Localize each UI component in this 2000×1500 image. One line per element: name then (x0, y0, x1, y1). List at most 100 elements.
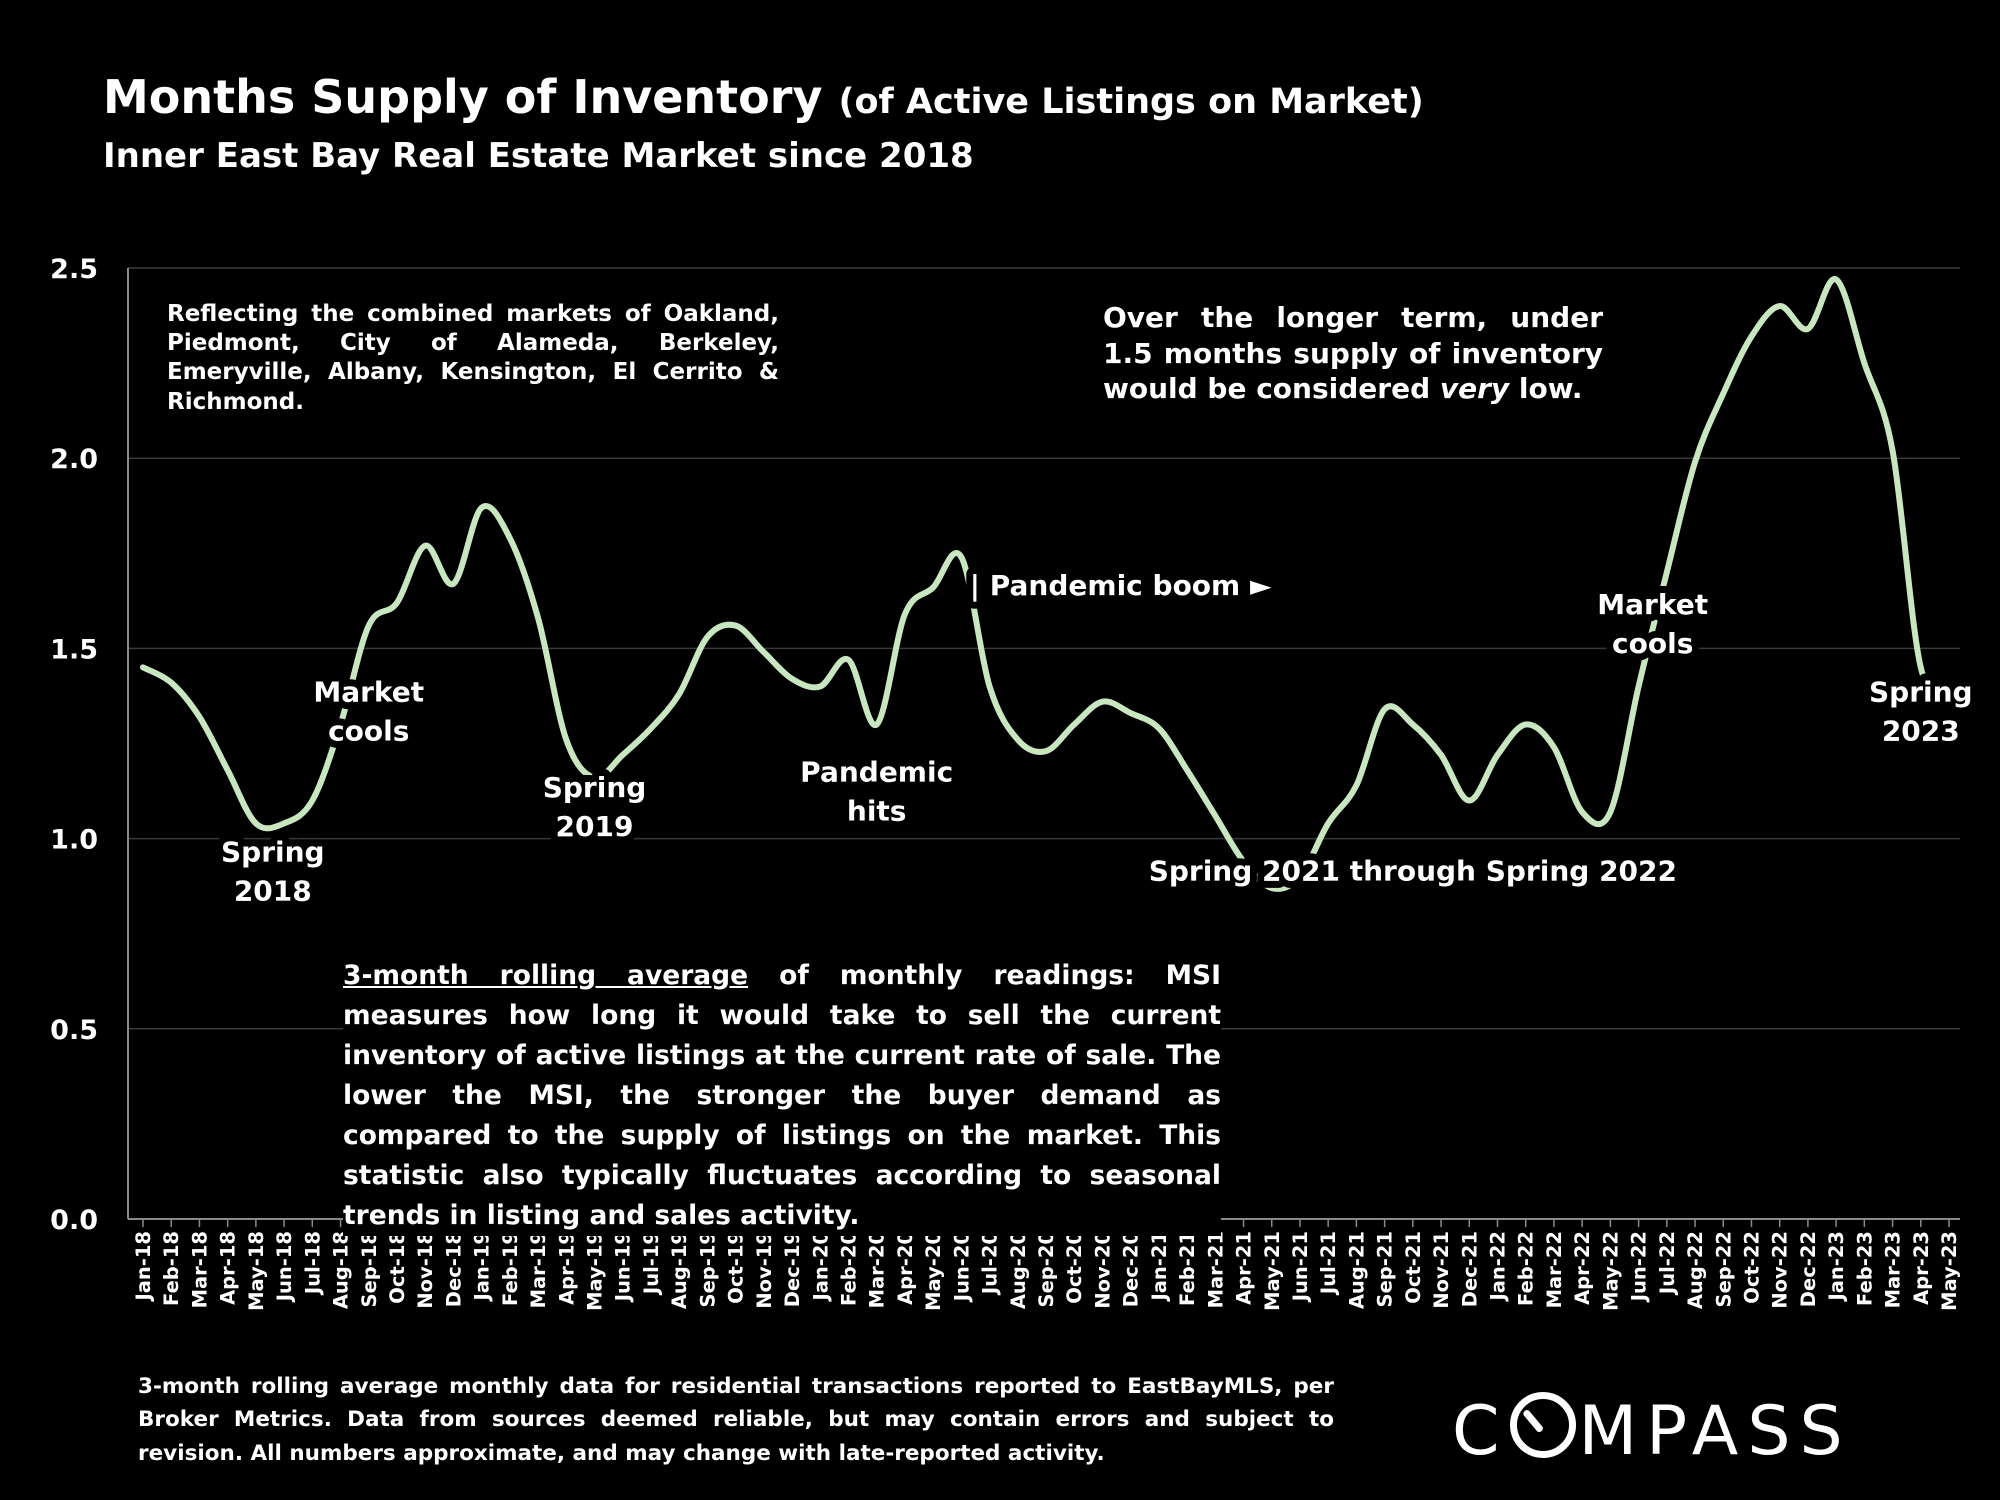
x-tick-label: Oct-21 (1402, 1231, 1425, 1304)
x-tick-label: May-23 (1938, 1231, 1961, 1311)
x-tick-label: Sep-21 (1374, 1231, 1397, 1307)
chart-title: Months Supply of Inventory (of Active Li… (103, 70, 1424, 124)
x-tick-label: Dec-18 (442, 1231, 465, 1307)
annotation-line: 2023 (1882, 715, 1960, 748)
x-tick-label: Dec-19 (781, 1231, 804, 1307)
x-tick-label: Jan-20 (809, 1231, 832, 1303)
x-tick-label: Jun-21 (1289, 1231, 1312, 1303)
x-tick-label: Apr-19 (555, 1231, 578, 1305)
annotation-line: 2019 (556, 810, 634, 843)
x-tick-label: Nov-19 (753, 1231, 776, 1309)
x-tick-label: Nov-18 (414, 1231, 437, 1309)
x-tick-label: Feb-22 (1515, 1231, 1538, 1306)
annotation-line: Spring (1869, 676, 1973, 709)
x-tick-label: Jun-18 (273, 1231, 296, 1303)
x-tick-label: May-18 (245, 1231, 268, 1311)
logo-text-end: MPASS (1578, 1392, 1852, 1471)
annotation-line: Market (1597, 588, 1708, 621)
y-tick-label: 1.0 (50, 825, 98, 856)
x-tick-label: Jul-19 (640, 1231, 663, 1296)
x-tick-label: Oct-20 (1063, 1231, 1086, 1304)
msi-series-line (140, 276, 1952, 892)
x-tick-label: Jun-20 (950, 1231, 973, 1303)
x-tick-label: Jan-23 (1825, 1231, 1848, 1303)
x-tick-label: Apr-20 (894, 1231, 917, 1305)
annotation-line: Spring 2021 through Spring 2022 (1149, 854, 1677, 887)
x-tick-label: May-22 (1599, 1231, 1622, 1311)
annotation-line: Spring (543, 771, 647, 804)
x-tick-label: Sep-18 (358, 1231, 381, 1307)
x-tick-label: Feb-21 (1176, 1231, 1199, 1306)
y-tick-label: 2.0 (50, 444, 98, 475)
x-tick-label: May-21 (1261, 1231, 1284, 1311)
y-tick-label: 0.0 (50, 1205, 98, 1236)
rolling-average-text: of monthly readings: MSI measures how lo… (343, 960, 1221, 1231)
annotation-line: cools (328, 715, 409, 748)
x-tick-label: Jul-21 (1317, 1231, 1340, 1296)
compass-logo: C MPASS (1452, 1392, 1852, 1471)
x-tick-label: Apr-22 (1571, 1231, 1594, 1305)
x-tick-label: Jul-18 (301, 1231, 324, 1296)
x-tick-label: Sep-22 (1712, 1231, 1735, 1307)
x-tick-label: Mar-18 (188, 1231, 211, 1308)
x-tick-label: Sep-20 (1035, 1231, 1058, 1307)
x-tick-label: Dec-21 (1458, 1231, 1481, 1307)
x-tick-label: Apr-18 (217, 1231, 240, 1305)
annotation-line: | Pandemic boom ► (970, 569, 1272, 602)
x-tick-label: Dec-20 (1120, 1231, 1143, 1307)
logo-text-start: C (1452, 1392, 1509, 1471)
x-tick-labels: Jan-18 Feb-18 Mar-18 Apr-18 May-18 Jun-18 Jul-… (132, 1231, 1961, 1311)
x-tick-label: Mar-22 (1543, 1231, 1566, 1308)
source-footnote: 3-month rolling average monthly data for… (138, 1374, 1334, 1466)
x-tick-label: Dec-22 (1797, 1231, 1820, 1307)
chart-title-suffix: (of Active Listings on Market) (838, 82, 1424, 122)
annotation-label: Spring 2019 (543, 771, 647, 843)
x-tick-label: Jan-21 (1148, 1231, 1171, 1303)
x-tick-label: Nov-22 (1769, 1231, 1792, 1309)
x-tick-label: Aug-19 (668, 1231, 691, 1309)
x-tick-label: Feb-19 (499, 1231, 522, 1306)
x-tick-label: Sep-19 (696, 1231, 719, 1307)
annotation-label: Spring 2023 (1869, 676, 1973, 748)
x-tick-label: Oct-19 (725, 1231, 748, 1304)
annotation-label: Market cools (1597, 588, 1708, 660)
x-tick-label: Jun-22 (1628, 1231, 1651, 1303)
annotation-line: Spring (221, 835, 325, 868)
longterm-note-emphasis: very (1439, 372, 1510, 406)
x-tick-label: Jan-22 (1487, 1231, 1510, 1303)
x-tick-label: Feb-18 (160, 1231, 183, 1306)
y-tick-label: 1.5 (50, 634, 98, 665)
annotation-line: cools (1612, 627, 1693, 660)
annotation-label: Spring 2021 through Spring 2022 (1149, 854, 1677, 887)
x-tick-label: Feb-23 (1853, 1231, 1876, 1306)
rolling-average-note: 3-month rolling average of monthly readi… (343, 956, 1221, 1236)
longterm-note: Over the longer term, under 1.5 months s… (1103, 300, 1603, 407)
x-tick-label: Jan-19 (471, 1231, 494, 1303)
rolling-average-term: 3-month rolling average (343, 960, 749, 991)
x-tick-label: Apr-21 (1233, 1231, 1256, 1305)
annotation-label: Pandemic hits (800, 756, 953, 828)
x-tick-label: May-19 (584, 1231, 607, 1311)
x-tick-label: Mar-20 (866, 1231, 889, 1308)
annotation-line: Pandemic (800, 756, 953, 789)
series (140, 276, 1952, 892)
x-tick-label: Apr-23 (1910, 1231, 1933, 1305)
x-tick-label: Aug-21 (1345, 1231, 1368, 1309)
x-tick-label: Mar-19 (527, 1231, 550, 1308)
y-tick-labels: 0.0 0.5 1.0 1.5 2.0 2.5 (50, 254, 98, 1236)
x-tick-label: Mar-23 (1882, 1231, 1905, 1308)
x-tick-label: Aug-22 (1684, 1231, 1707, 1309)
x-tick-label: Jun-19 (612, 1231, 635, 1303)
annotation-line: hits (847, 795, 907, 828)
annotation-label: Spring 2018 (221, 835, 325, 907)
x-tick-label: Jul-20 (979, 1231, 1002, 1296)
longterm-note-text: Over the longer term, under 1.5 months s… (1103, 301, 1603, 406)
x-tick-label: Jan-18 (132, 1231, 155, 1303)
x-tick-label: Nov-20 (1091, 1231, 1114, 1309)
x-tick-label: Aug-20 (1007, 1231, 1030, 1309)
annotation-label: | Pandemic boom ► (970, 569, 1272, 602)
annotation-label: Market cools (313, 676, 424, 748)
chart-title-main: Months Supply of Inventory (103, 70, 823, 124)
x-tick-label: Aug-18 (330, 1231, 353, 1309)
